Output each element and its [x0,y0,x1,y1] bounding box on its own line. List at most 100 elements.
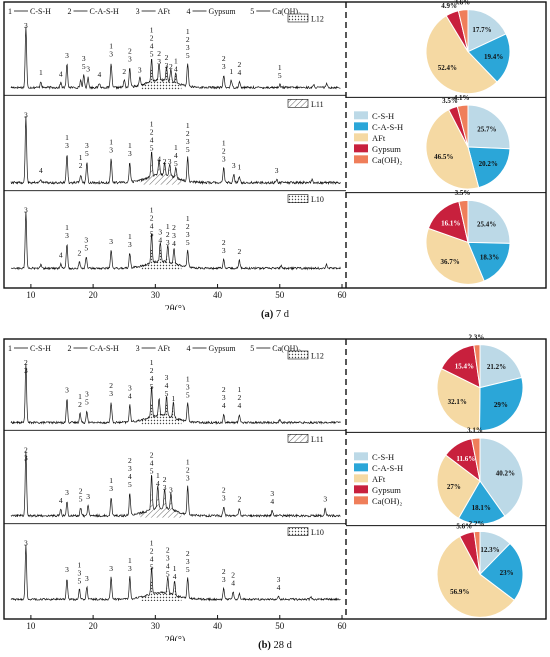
peak-label-digit: 3 [222,575,226,584]
peak-label: 2 [163,157,167,166]
caption-text: 7 d [275,309,289,320]
peak-label-digit: 4 [59,251,63,260]
peak-label-digit: 2 [128,47,132,56]
legend-number: 4 [187,7,191,16]
peak-label-digit: 3 [128,55,132,64]
x-tick-label: 40 [213,621,223,631]
peak-label-digit: 1 [39,68,43,77]
peak-label-digit: 3 [128,384,132,393]
peak-label: 23 [222,567,226,584]
peak-label-digit: 1 [128,232,132,241]
peak-label: 34 [158,228,162,245]
peak-label-digit: 3 [24,206,28,215]
pie-slice-label: 52.4% [438,64,457,72]
peak-label-digit: 3 [232,161,236,170]
peak-label: 3 [275,166,279,175]
peak-label-digit: 3 [86,492,90,501]
pie-slice-ca-oh-2 [458,199,469,243]
pie-slice-label: 23% [500,569,514,577]
peak-label-digit: 3 [65,231,69,240]
peak-label-digit: 1 [186,214,190,223]
peak-label: 23 [222,485,226,502]
peak-label-digit: 1 [78,392,82,401]
peak-label-digit: 2 [222,238,226,247]
peak-label: 1 [39,68,43,77]
peak-label: 4 [97,70,101,79]
trace-pattern-swatch [287,194,309,203]
pie-slice-label: 20.2% [479,160,498,168]
pie-slice-label: 4.9% [441,2,457,10]
peak-label: 35 [85,390,89,407]
x-tick-label: 50 [275,290,285,300]
peak-label-digit: 2 [150,547,154,556]
peak-label-digit: 3 [163,483,167,492]
pie-slice-c-a-s-h [467,33,511,83]
peak-label: 1 [237,163,241,172]
figure-panel-28d: 1 C-S-H 2 C-A-S-H 3 AFt 4 Gypsum 5 Ca(OH)₂ L12 2 3 3 1… [0,329,550,657]
trace-label: L11 [311,100,324,109]
peak-label-digit: 3 [109,484,113,493]
peak-label-digit: 5 [174,159,178,168]
peak-label-digit: 3 [186,43,190,52]
trace-label: L11 [311,435,324,444]
peak-label-digit: 5 [278,71,282,80]
peak-label: 13 [65,223,69,240]
x-tick-label: 10 [26,621,36,631]
peak-label: 13 [109,138,113,155]
peak-label-digit: 1 [174,143,178,152]
pie-legend-swatch [354,463,368,472]
peak-label-digit: 1 [166,222,170,231]
x-tick-label: 30 [151,290,161,300]
peak-label: 23 [163,475,167,492]
peak-label: 123 [186,458,190,483]
pie-slice-aft [425,15,498,95]
pie-slice-aft [425,227,485,285]
peak-label-digit: 3 [165,61,169,70]
xrd-phase-legend: 1 C-S-H 2 C-A-S-H 3 AFt 4 Gypsum 5 Ca(OH)₂ [8,344,301,353]
pie-legend-swatch [354,452,368,461]
peak-label: 4 [39,166,43,175]
peak-label-digit: 2 [122,67,126,76]
pie-slice-aft [436,454,481,519]
peak-label-digit: 3 [85,390,89,399]
peak-label-digit: 3 [128,464,132,473]
caption-text: 28 d [273,640,292,651]
pie-slice-label: 18.1% [472,504,491,512]
x-tick-label: 10 [26,290,36,300]
peak-label-digit: 3 [186,557,190,566]
peak-label-digit: 4 [59,496,63,505]
pie-slice-aft [425,109,480,190]
pie-legend-label: Ca(OH)₂ [372,496,402,506]
peak-label-digit: 1 [186,458,190,467]
peak-label-digit: 1 [174,56,178,65]
peak-label: 23 [24,358,28,375]
peak-label: 14 [173,564,177,581]
xrd-pattern-line [10,451,341,518]
caption-letter: (a) [261,309,274,320]
peak-label-digit: 1 [186,374,190,383]
peak-label-digit: 3 [128,149,132,158]
peak-label-digit: 2 [222,54,226,63]
peak-label: 345 [165,373,169,398]
pie-chart-l12: 17.7% 19.4% 52.4% 4.9%3.6% [425,0,511,95]
peak-label-digit: 2 [79,161,83,170]
peak-label-digit: 2 [24,445,28,454]
peak-label: 23 [222,238,226,255]
peak-label: 3 [65,51,69,60]
peak-label-digit: 4 [231,578,235,587]
peak-label-digit: 4 [174,151,178,160]
peak-label: 23 [24,445,28,462]
peak-label-digit: 1 [150,206,154,215]
peak-label-digit: 2 [150,128,154,137]
legend-number: 2 [68,7,72,16]
peak-label-digit: 3 [65,386,69,395]
peak-label-digit: 4 [150,374,154,383]
peak-label-digit: 5 [79,495,83,504]
peak-label: 23 [128,47,132,64]
